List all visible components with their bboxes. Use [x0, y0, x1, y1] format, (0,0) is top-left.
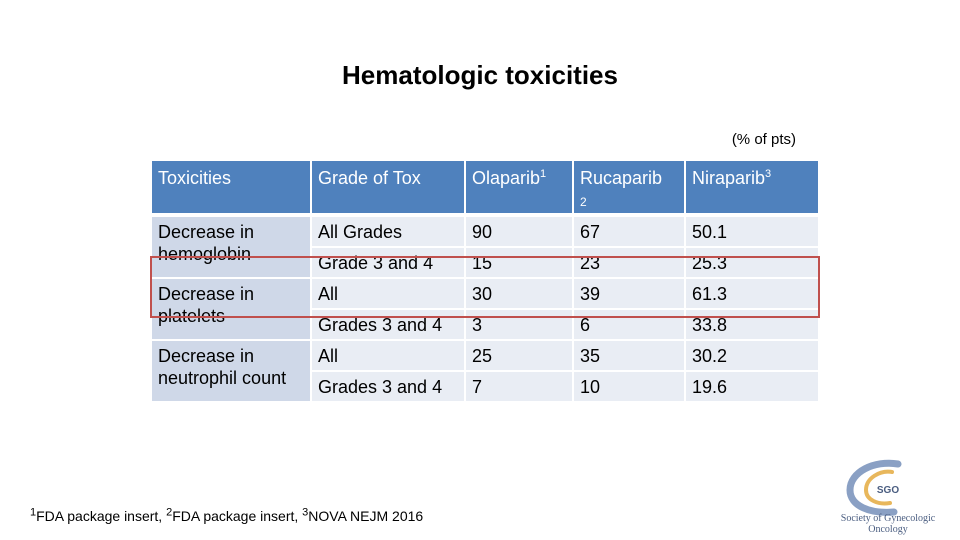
- cell-niraparib: 19.6: [686, 372, 818, 401]
- cell-grade: All: [312, 279, 464, 308]
- cell-olaparib: 90: [466, 217, 572, 246]
- cell-grade: Grades 3 and 4: [312, 372, 464, 401]
- rucaparib-sup: 2: [580, 195, 587, 209]
- header-olaparib: Olaparib1: [466, 161, 572, 213]
- cell-olaparib: 25: [466, 341, 572, 370]
- logo-name: Society of Gynecologic Oncology: [840, 513, 936, 535]
- cell-grade: All Grades: [312, 217, 464, 246]
- header-rucaparib: Rucaparib 2: [574, 161, 684, 213]
- cell-niraparib: 50.1: [686, 217, 818, 246]
- table-row-label: Decrease in hemoglobin: [152, 217, 310, 277]
- table-row-label: Decrease in platelets: [152, 279, 310, 339]
- cell-rucaparib: 6: [574, 310, 684, 339]
- page-title: Hematologic toxicities: [342, 60, 618, 90]
- cell-grade: All: [312, 341, 464, 370]
- cell-grade: Grade 3 and 4: [312, 248, 464, 277]
- cell-rucaparib: 67: [574, 217, 684, 246]
- cell-rucaparib: 39: [574, 279, 684, 308]
- header-grade: Grade of Tox: [312, 161, 464, 213]
- sgo-logo: SGO: [846, 459, 902, 516]
- cell-niraparib: 61.3: [686, 279, 818, 308]
- cell-rucaparib: 10: [574, 372, 684, 401]
- header-niraparib: Niraparib3: [686, 161, 818, 213]
- units-note: (% of pts): [731, 131, 796, 148]
- cell-niraparib: 25.3: [686, 248, 818, 277]
- cell-niraparib: 30.2: [686, 341, 818, 370]
- cell-grade: Grades 3 and 4: [312, 310, 464, 339]
- cell-rucaparib: 23: [574, 248, 684, 277]
- cell-olaparib: 30: [466, 279, 572, 308]
- cell-olaparib: 7: [466, 372, 572, 401]
- table-row-label: Decrease in neutrophil count: [152, 341, 310, 401]
- header-toxicities: Toxicities: [152, 161, 310, 213]
- logo-initials: SGO: [877, 485, 899, 496]
- footnote: 1FDA package insert, 2FDA package insert…: [30, 506, 424, 524]
- cell-olaparib: 15: [466, 248, 572, 277]
- cell-olaparib: 3: [466, 310, 572, 339]
- cell-rucaparib: 35: [574, 341, 684, 370]
- cell-niraparib: 33.8: [686, 310, 818, 339]
